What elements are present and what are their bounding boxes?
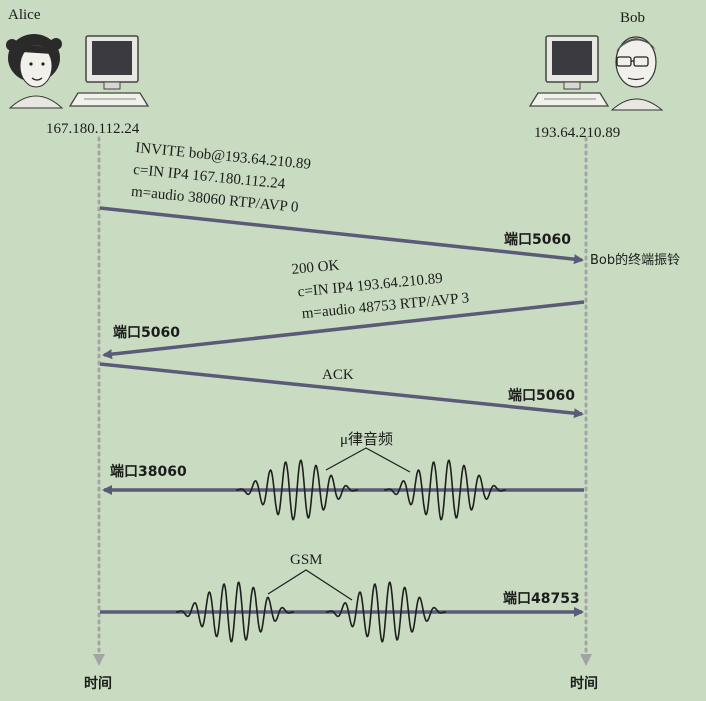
- ok-port: 端口5060: [113, 324, 180, 341]
- ok-message-text: 200 OK c=IN IP4 193.64.210.89 m=audio 48…: [291, 257, 470, 322]
- audio-to-alice-wave-2: [384, 459, 506, 521]
- alice-computer-icon: [68, 35, 150, 107]
- bob-ringing-label: Bob的终端振铃: [590, 252, 680, 268]
- bob-computer-icon: [528, 35, 610, 107]
- audio-to-alice-bracket: [325, 447, 411, 473]
- audio-to-bob-wave-1: [176, 581, 294, 643]
- invite-message-text: INVITE bob@193.64.210.89 c=IN IP4 167.18…: [130, 140, 311, 216]
- alice-avatar-icon: [6, 34, 64, 109]
- alice-name: Alice: [8, 7, 41, 23]
- audio-to-bob-bracket: [267, 569, 353, 601]
- bob-ip: 193.64.210.89: [534, 125, 620, 141]
- ok-line-1: 200 OK: [291, 257, 340, 278]
- bob-time-label: 时间: [570, 675, 598, 692]
- audio-to-bob-wave-2: [326, 581, 446, 643]
- ok-arrow: [102, 300, 585, 360]
- alice-ip: 167.180.112.24: [46, 121, 140, 137]
- ack-arrow: [99, 362, 584, 419]
- audio-to-bob-codec: GSM: [290, 552, 323, 568]
- bob-avatar-icon: [610, 36, 664, 111]
- invite-port: 端口5060: [504, 231, 571, 248]
- ack-port: 端口5060: [508, 387, 575, 404]
- audio-to-alice-codec: μ律音频: [340, 431, 393, 448]
- audio-to-alice-port: 端口38060: [110, 463, 187, 480]
- alice-time-label: 时间: [84, 675, 112, 692]
- invite-arrow: [99, 206, 584, 265]
- audio-to-alice-wave-1: [236, 459, 358, 521]
- audio-to-bob-port: 端口48753: [503, 590, 580, 607]
- ack-label: ACK: [322, 367, 354, 383]
- bob-name: Bob: [620, 10, 645, 26]
